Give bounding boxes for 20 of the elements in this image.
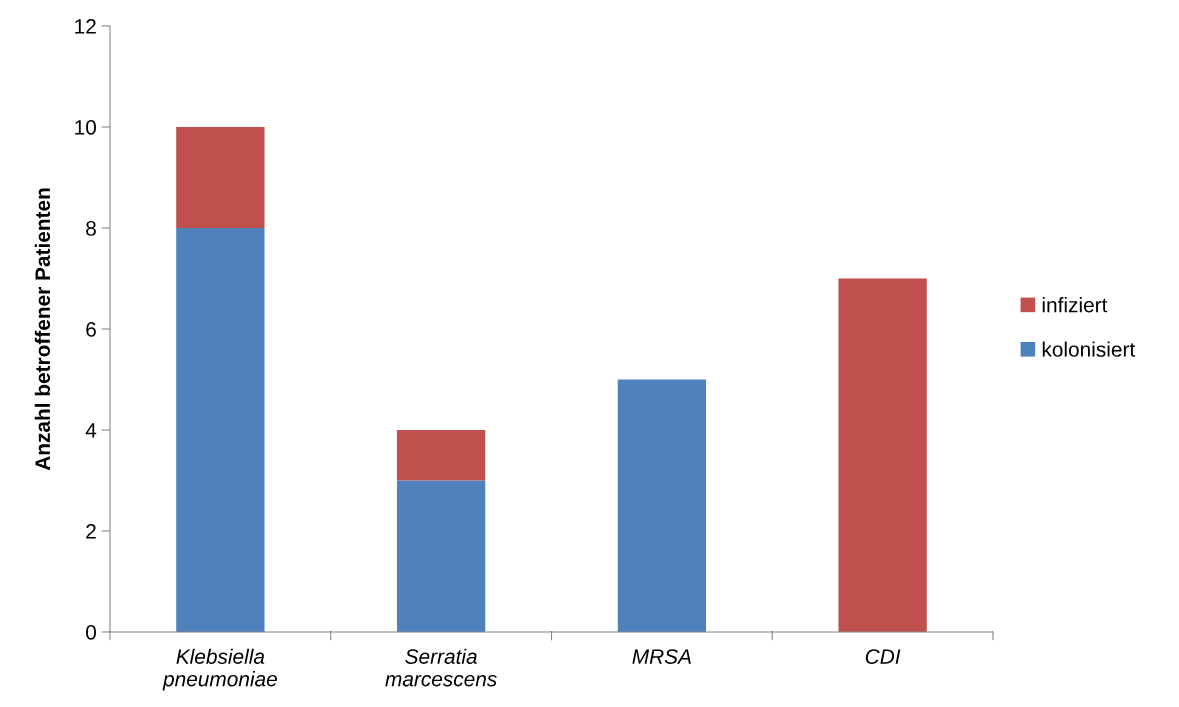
x-tick-label: CDI [865, 649, 901, 664]
x-tick-label: MRSA [632, 649, 691, 664]
y-axis-title: Anzahl betroffener Patienten [34, 188, 51, 471]
bar [838, 278, 927, 632]
legend-label: infiziert [1042, 297, 1108, 313]
y-tick-label: 10 [75, 120, 96, 135]
bar [617, 379, 707, 632]
x-tick-label: Klebsiella pneumoniae [162, 648, 277, 691]
bar [176, 127, 265, 228]
y-tick-label: 12 [75, 19, 96, 34]
y-tick-label: 2 [86, 524, 96, 539]
bar [396, 430, 486, 481]
y-tick-label: 6 [86, 322, 96, 337]
x-tick-label: Serratia marcescens [385, 648, 497, 687]
y-tick-label: 0 [86, 625, 96, 640]
legend-label: kolonisiert [1042, 341, 1136, 357]
y-tick-label: 8 [86, 221, 96, 236]
y-tick-label: 4 [85, 423, 97, 438]
bar [396, 480, 486, 632]
bar [176, 228, 265, 632]
